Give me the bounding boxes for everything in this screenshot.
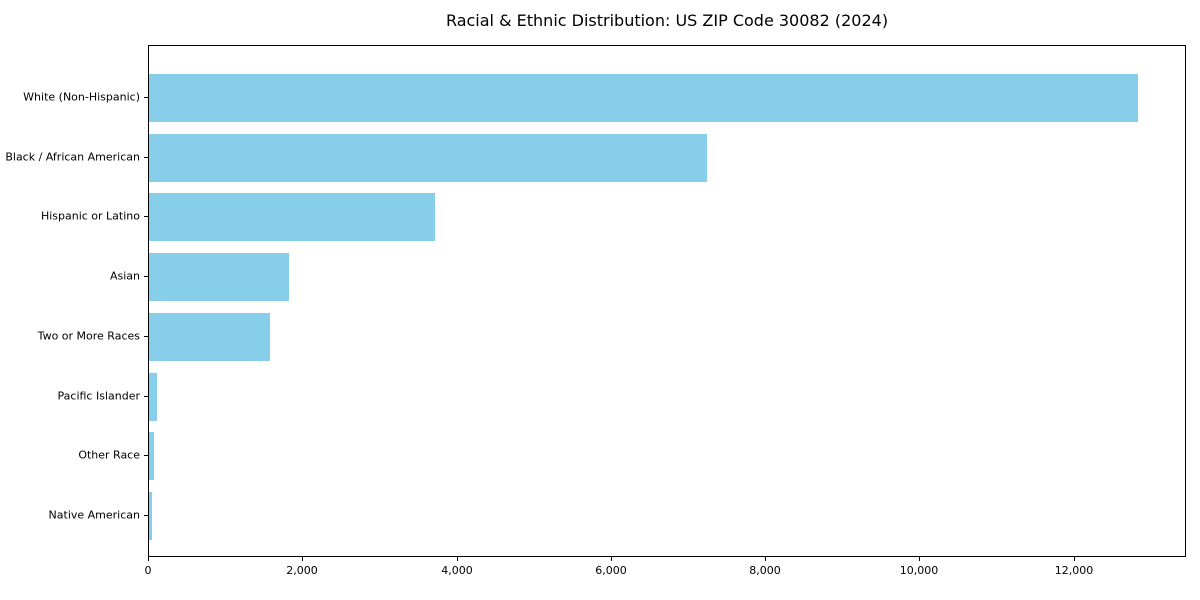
bar (149, 373, 157, 421)
y-tick-label: Two or More Races (37, 329, 140, 343)
x-tick-mark (1074, 557, 1075, 561)
y-tick-mark (144, 157, 148, 158)
y-tick-label: Pacific Islander (57, 389, 140, 403)
x-tick-label: 10,000 (899, 564, 939, 577)
bar (149, 432, 154, 480)
x-tick-label: 2,000 (286, 564, 318, 577)
x-tick-label: 6,000 (595, 564, 627, 577)
x-tick-label: 0 (144, 564, 152, 577)
x-tick-label: 8,000 (749, 564, 781, 577)
y-tick-label: Black / African American (5, 150, 140, 164)
bar (149, 74, 1138, 122)
y-tick-label: Other Race (78, 448, 140, 462)
y-tick-mark (144, 396, 148, 397)
y-tick-mark (144, 336, 148, 337)
y-tick-label: White (Non-Hispanic) (23, 90, 140, 104)
x-tick-mark (302, 557, 303, 561)
y-tick-label: Asian (109, 269, 140, 283)
bar (149, 313, 270, 361)
x-tick-label: 12,000 (1054, 564, 1094, 577)
bar (149, 253, 289, 301)
y-tick-label: Hispanic or Latino (40, 209, 140, 223)
bar (149, 193, 435, 241)
plot-area (148, 45, 1186, 557)
bar (149, 134, 707, 182)
y-tick-mark (144, 515, 148, 516)
bar (149, 492, 152, 540)
y-tick-mark (144, 216, 148, 217)
x-tick-mark (148, 557, 149, 561)
x-tick-mark (457, 557, 458, 561)
y-tick-mark (144, 276, 148, 277)
x-tick-mark (765, 557, 766, 561)
chart-title: Racial & Ethnic Distribution: US ZIP Cod… (445, 11, 889, 30)
y-tick-label: Native American (48, 508, 140, 522)
x-tick-label: 4,000 (441, 564, 473, 577)
x-tick-mark (919, 557, 920, 561)
y-tick-mark (144, 455, 148, 456)
x-tick-mark (611, 557, 612, 561)
y-tick-mark (144, 97, 148, 98)
